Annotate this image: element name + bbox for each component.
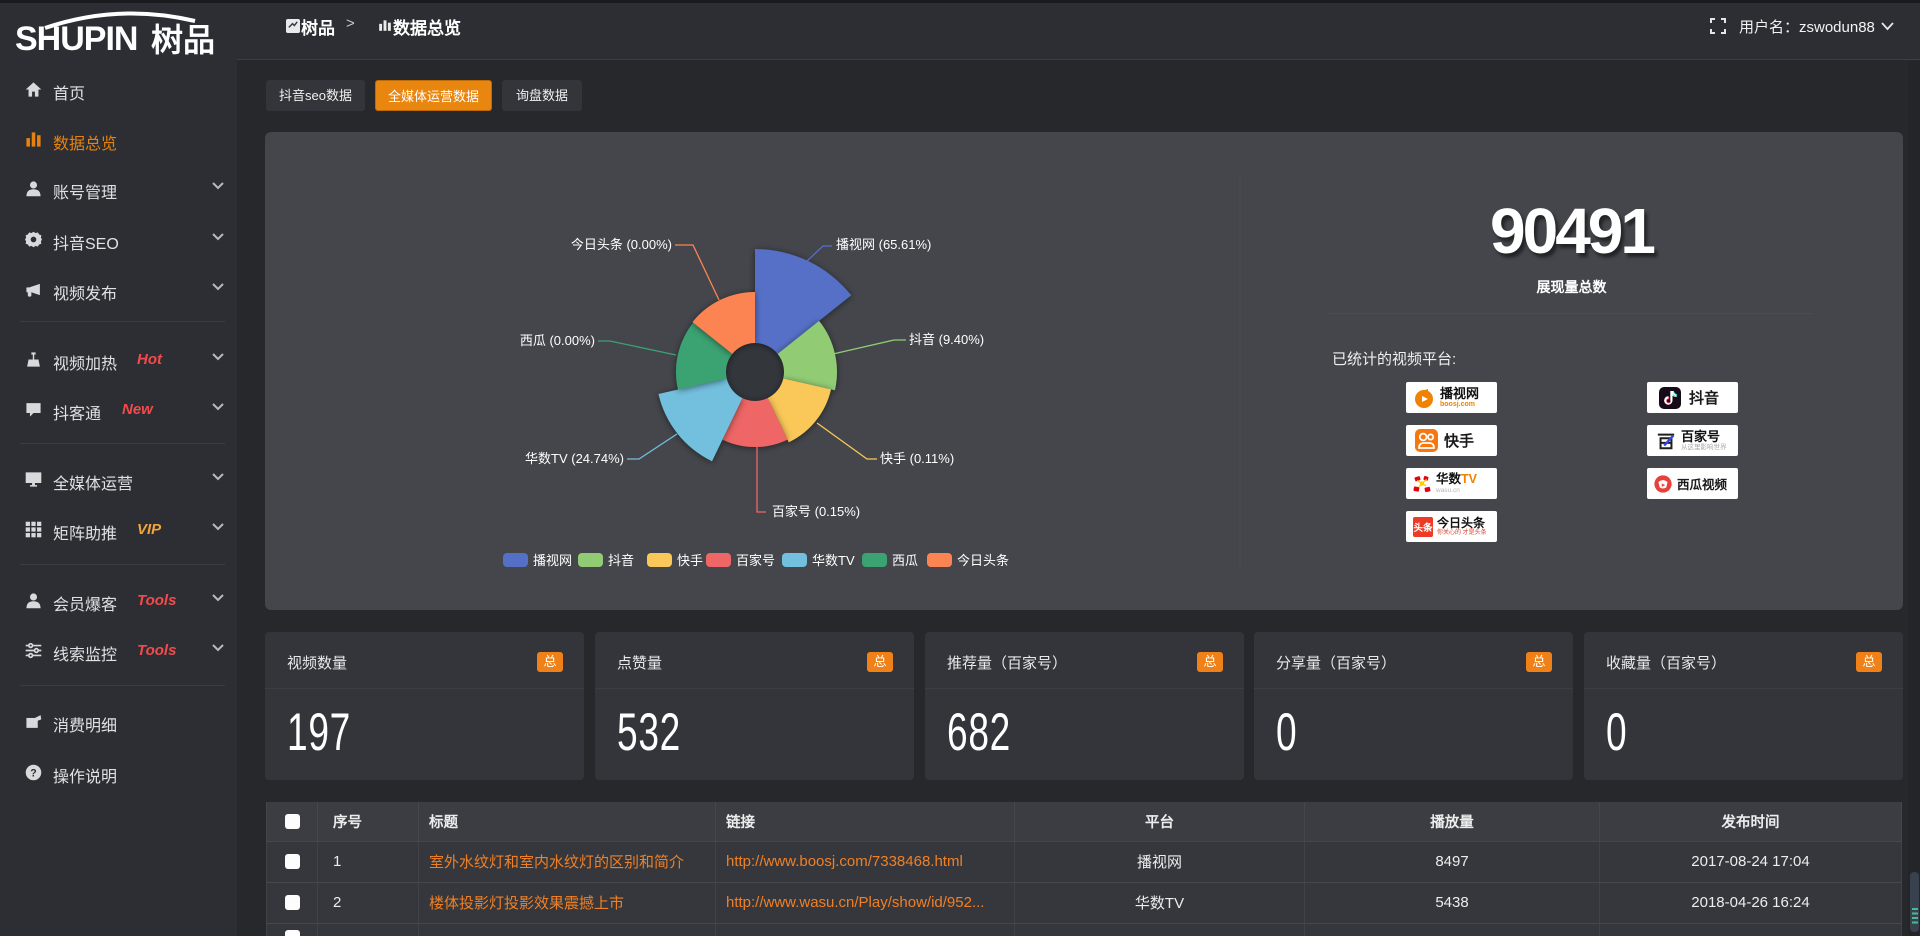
svg-text:SHUPIN: SHUPIN — [15, 20, 137, 58]
svg-text:头条: 头条 — [1413, 522, 1433, 534]
svg-text:快手: 快手 — [677, 553, 703, 568]
svg-text:快手 (0.11%): 快手 (0.11%) — [880, 451, 954, 466]
svg-text:树品: 树品 — [151, 22, 215, 58]
svg-text:今日头条: 今日头条 — [957, 553, 1009, 568]
svg-text:今日头条 (0.00%): 今日头条 (0.00%) — [571, 237, 672, 252]
svg-text:抖音 (9.40%): 抖音 (9.40%) — [909, 332, 984, 347]
svg-text:播视网: 播视网 — [533, 553, 572, 568]
svg-text:百家号: 百家号 — [736, 553, 775, 568]
svg-text:播视网 (65.61%): 播视网 (65.61%) — [836, 237, 931, 252]
svg-text:百家号 (0.15%): 百家号 (0.15%) — [772, 504, 860, 519]
svg-text:华数TV: 华数TV — [812, 553, 855, 568]
svg-text:华数TV (24.74%): 华数TV (24.74%) — [525, 451, 624, 466]
svg-text:抖音: 抖音 — [608, 553, 634, 568]
svg-text:?: ? — [30, 767, 36, 779]
svg-text:西瓜: 西瓜 — [892, 553, 918, 568]
svg-text:西瓜 (0.00%): 西瓜 (0.00%) — [520, 333, 595, 348]
